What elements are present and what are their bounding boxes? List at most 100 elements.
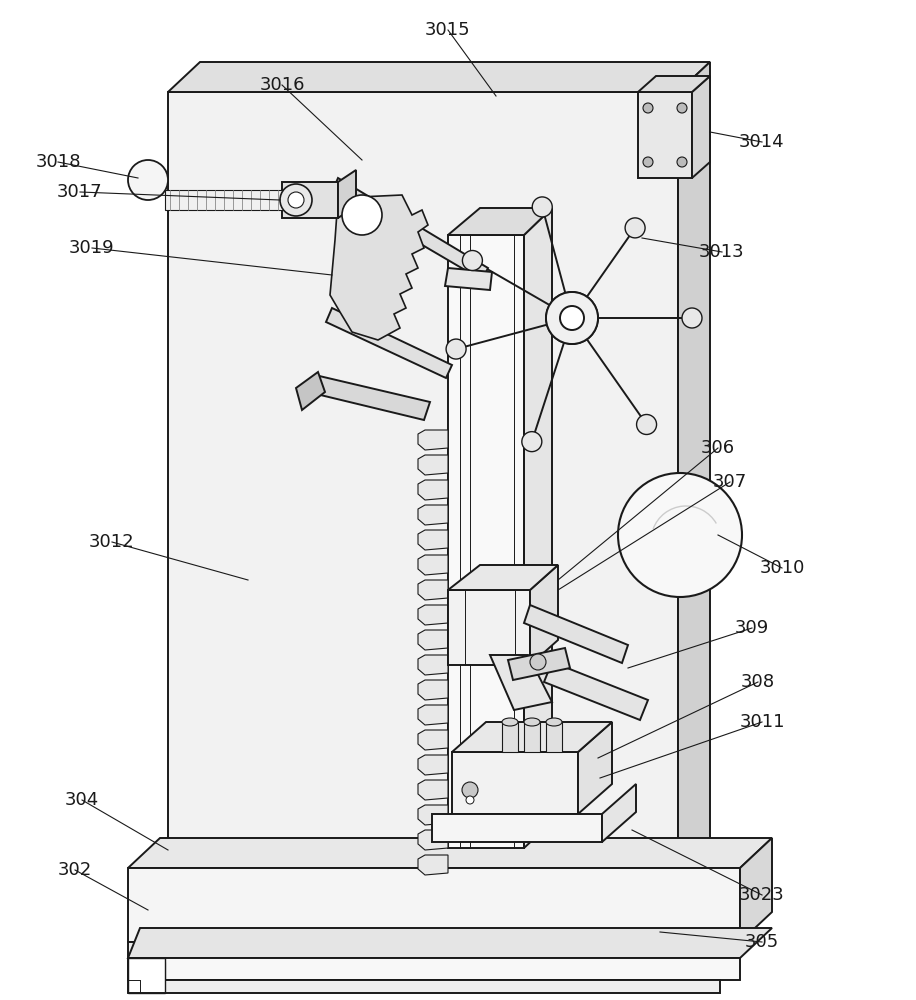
- Polygon shape: [445, 268, 492, 290]
- Polygon shape: [432, 814, 602, 842]
- Text: 3013: 3013: [699, 243, 745, 261]
- Polygon shape: [165, 190, 285, 210]
- Text: 3017: 3017: [57, 183, 103, 201]
- Text: 3010: 3010: [759, 559, 804, 577]
- Polygon shape: [678, 62, 710, 868]
- Polygon shape: [418, 455, 448, 475]
- Text: 307: 307: [713, 473, 747, 491]
- Polygon shape: [296, 372, 325, 410]
- Polygon shape: [448, 208, 552, 235]
- Polygon shape: [330, 195, 428, 340]
- Ellipse shape: [502, 718, 518, 726]
- Polygon shape: [128, 958, 740, 980]
- Text: 3018: 3018: [35, 153, 81, 171]
- Text: 308: 308: [741, 673, 775, 691]
- Polygon shape: [508, 648, 570, 680]
- Polygon shape: [418, 505, 448, 525]
- Polygon shape: [168, 92, 678, 868]
- Circle shape: [530, 654, 546, 670]
- Polygon shape: [128, 962, 165, 980]
- Circle shape: [682, 308, 702, 328]
- Polygon shape: [452, 722, 612, 752]
- Polygon shape: [418, 755, 448, 775]
- Polygon shape: [418, 555, 448, 575]
- Circle shape: [560, 306, 584, 330]
- Polygon shape: [128, 942, 740, 958]
- Circle shape: [466, 796, 474, 804]
- Text: 3016: 3016: [259, 76, 305, 94]
- Circle shape: [462, 782, 478, 798]
- Polygon shape: [418, 730, 448, 750]
- Text: 3023: 3023: [739, 886, 785, 904]
- Circle shape: [677, 103, 687, 113]
- Circle shape: [128, 160, 168, 200]
- Text: 3019: 3019: [70, 239, 114, 257]
- Polygon shape: [418, 580, 448, 600]
- Circle shape: [280, 184, 312, 216]
- Polygon shape: [448, 565, 558, 590]
- Polygon shape: [418, 705, 448, 725]
- Polygon shape: [524, 722, 540, 752]
- Polygon shape: [418, 480, 448, 500]
- Circle shape: [532, 197, 552, 217]
- Ellipse shape: [524, 718, 540, 726]
- Polygon shape: [418, 655, 448, 675]
- Circle shape: [446, 339, 466, 359]
- Polygon shape: [418, 630, 448, 650]
- Polygon shape: [490, 655, 552, 710]
- Polygon shape: [128, 928, 772, 958]
- Polygon shape: [578, 722, 612, 814]
- Polygon shape: [128, 868, 740, 942]
- Polygon shape: [418, 855, 448, 875]
- Polygon shape: [452, 752, 578, 814]
- Circle shape: [522, 432, 542, 452]
- Circle shape: [288, 192, 304, 208]
- Polygon shape: [602, 784, 636, 842]
- Polygon shape: [546, 722, 562, 752]
- Polygon shape: [418, 430, 448, 450]
- Ellipse shape: [546, 718, 562, 726]
- Circle shape: [637, 414, 657, 434]
- Circle shape: [618, 473, 742, 597]
- Polygon shape: [332, 178, 488, 280]
- Polygon shape: [128, 958, 165, 993]
- Text: 3011: 3011: [739, 713, 785, 731]
- Polygon shape: [418, 780, 448, 800]
- Text: 309: 309: [735, 619, 769, 637]
- Text: 3014: 3014: [739, 133, 785, 151]
- Polygon shape: [140, 980, 720, 993]
- Polygon shape: [418, 680, 448, 700]
- Circle shape: [560, 306, 584, 330]
- Polygon shape: [326, 308, 452, 378]
- Polygon shape: [740, 838, 772, 942]
- Polygon shape: [168, 62, 710, 92]
- Circle shape: [546, 292, 598, 344]
- Polygon shape: [282, 182, 338, 218]
- Circle shape: [643, 157, 653, 167]
- Polygon shape: [692, 76, 710, 178]
- Circle shape: [625, 218, 645, 238]
- Polygon shape: [448, 590, 530, 665]
- Polygon shape: [544, 662, 648, 720]
- Polygon shape: [418, 805, 448, 825]
- Circle shape: [643, 103, 653, 113]
- Polygon shape: [530, 565, 558, 665]
- Polygon shape: [502, 722, 518, 752]
- Circle shape: [546, 292, 598, 344]
- Text: 302: 302: [58, 861, 93, 879]
- Polygon shape: [524, 208, 552, 848]
- Polygon shape: [448, 235, 524, 848]
- Polygon shape: [128, 838, 772, 868]
- Text: 304: 304: [65, 791, 99, 809]
- Circle shape: [677, 157, 687, 167]
- Polygon shape: [338, 170, 356, 218]
- Text: 3012: 3012: [89, 533, 135, 551]
- Polygon shape: [638, 92, 692, 178]
- Text: 305: 305: [745, 933, 780, 951]
- Circle shape: [342, 195, 382, 235]
- Polygon shape: [638, 76, 710, 92]
- Polygon shape: [418, 530, 448, 550]
- Polygon shape: [524, 605, 628, 663]
- Polygon shape: [418, 605, 448, 625]
- Text: 3015: 3015: [425, 21, 471, 39]
